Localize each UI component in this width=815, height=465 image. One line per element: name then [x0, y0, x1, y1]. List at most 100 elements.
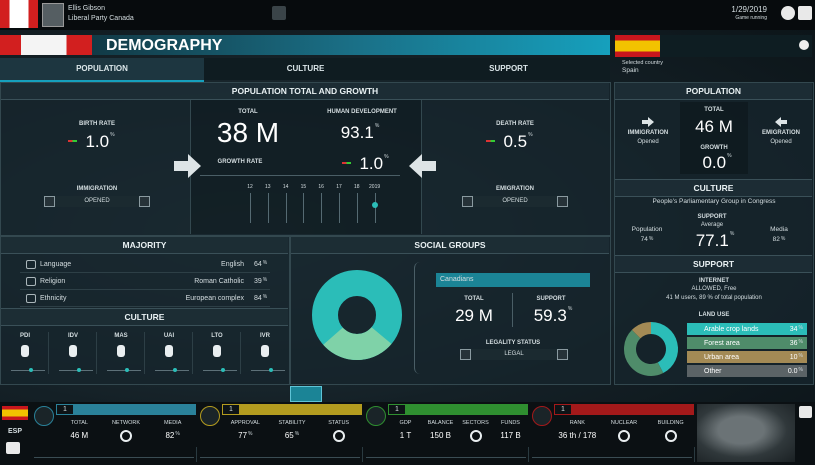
text: % [110, 132, 115, 138]
tab[interactable]: POPULATION [0, 58, 204, 82]
value-text: 36 th / 178 [558, 431, 597, 440]
tab[interactable]: SUPPORT [489, 64, 528, 73]
row-value: English [221, 261, 244, 268]
trend [68, 140, 77, 142]
dimension-slider [59, 370, 93, 371]
minimap[interactable] [697, 404, 795, 462]
menu-button[interactable] [798, 6, 812, 20]
dimension-icon [165, 345, 173, 357]
dimension-divider [144, 332, 145, 374]
dimension-label: IDV [67, 333, 79, 339]
text: SOCIAL GROUPS [291, 237, 609, 254]
land-use-label: Arable crop lands [704, 326, 759, 333]
value: 82% [165, 432, 179, 440]
text: Population [631, 226, 663, 233]
land-use-bar [687, 337, 807, 349]
item-label: STATUS [328, 420, 350, 426]
value-label: 34 [789, 326, 798, 333]
shape [174, 154, 201, 178]
dimension-marker [77, 368, 81, 372]
row-value: European complex [185, 295, 244, 302]
shape: 77.1% [696, 232, 735, 250]
value: 150 B [430, 432, 451, 440]
play-button[interactable] [781, 6, 795, 20]
text: IMMIGRATION [76, 186, 118, 192]
percent: 64 [254, 261, 262, 268]
text: Selected country [622, 60, 663, 66]
next-button[interactable] [139, 196, 150, 207]
expand-button[interactable] [290, 386, 322, 402]
text: 0.5 [503, 132, 528, 151]
value: 65% [285, 432, 299, 440]
section-icon [532, 406, 552, 426]
land-use-segment [624, 329, 664, 376]
level-box [56, 404, 74, 415]
timeline-year: 14 [282, 184, 289, 190]
selector: OPENED [44, 196, 150, 207]
prev-button[interactable] [44, 196, 55, 207]
section-line [200, 457, 360, 458]
section-bar [222, 404, 362, 415]
text: GROWTH RATE [217, 159, 263, 165]
item-label: RANK [569, 420, 585, 426]
text: 59.3 [533, 306, 567, 325]
text: % [384, 154, 389, 160]
value-text: 82 [165, 431, 175, 440]
avatar[interactable] [42, 3, 64, 27]
item-label: BALANCE [427, 420, 454, 426]
dimension-icon [21, 345, 29, 357]
dimension-divider [192, 332, 193, 374]
text: DEMOGRAPHY [106, 37, 223, 54]
section-divider [532, 447, 695, 462]
text: Media [770, 226, 788, 233]
shape: 0.0% [702, 154, 731, 172]
timeline-year: 12 [247, 184, 253, 190]
item-icon [469, 430, 482, 442]
shape: 1.0% [85, 132, 115, 151]
dimension-slider [155, 370, 189, 371]
text: Ellis Gibson [68, 5, 105, 12]
tab[interactable]: CULTURE [286, 64, 325, 73]
level-box [222, 404, 240, 415]
flag-canada [0, 0, 38, 28]
prev-button[interactable] [462, 196, 473, 207]
close-button[interactable] [799, 40, 809, 50]
value-text: 77 [238, 431, 248, 440]
text: OPENED [84, 198, 110, 204]
row-divider [20, 289, 270, 290]
item-label: STABILITY [278, 420, 306, 426]
row-icon [26, 294, 36, 303]
arrow [642, 117, 654, 127]
land-use-segment [631, 322, 652, 339]
search-button[interactable] [6, 442, 20, 454]
next-button[interactable] [557, 349, 568, 360]
timeline-year: 2019 [369, 184, 381, 190]
text: SUPPORT [615, 255, 812, 273]
text: DEATH RATE [496, 121, 534, 127]
item-icon [618, 430, 630, 442]
timeline-tick [374, 193, 376, 223]
text: % [780, 236, 786, 242]
text: TOTAL [238, 109, 258, 115]
text: LAND USE [698, 312, 730, 318]
next-button[interactable] [557, 196, 568, 207]
section-divider [34, 447, 197, 462]
chat-button[interactable] [272, 6, 286, 20]
country-band [615, 35, 812, 57]
value: 77% [238, 432, 252, 440]
value: 36 th / 178 [558, 432, 596, 440]
item-label: APPROVAL [230, 420, 260, 426]
section-divider [200, 447, 363, 462]
timeline-tick [321, 193, 323, 223]
land-use-value: 36% [789, 340, 803, 348]
arrow-in [174, 154, 201, 178]
divider [200, 175, 400, 176]
row-icon [26, 260, 36, 269]
text: 1/29/2019 [731, 5, 767, 14]
land-use-segment [650, 322, 678, 374]
text: TOTAL [704, 107, 724, 113]
value-label: 36 [789, 340, 798, 347]
prev-button[interactable] [460, 349, 471, 360]
section-bar [554, 404, 694, 415]
search-button[interactable] [799, 406, 812, 418]
